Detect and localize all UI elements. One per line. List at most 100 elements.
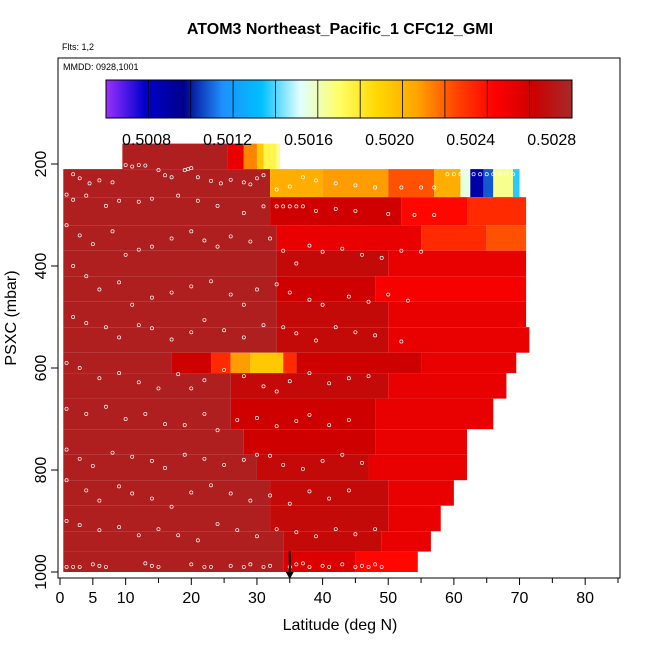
observation-point	[64, 360, 69, 365]
heatmap-cell	[122, 143, 228, 170]
observation-point	[110, 180, 115, 185]
heatmap-cell	[250, 352, 284, 374]
heatmap-cell	[283, 531, 382, 552]
observation-point	[110, 450, 115, 455]
observation-point	[136, 163, 141, 167]
observation-point	[64, 223, 69, 228]
observation-point	[176, 193, 181, 198]
observation-point	[117, 198, 122, 203]
heatmap-cell	[243, 143, 257, 170]
observation-point	[419, 185, 424, 190]
observation-point	[241, 374, 246, 379]
colorbar-tick-labels: 0.5008 0.5012 0.5016 0.5020 0.5024 0.5028	[122, 132, 576, 149]
observation-point	[110, 229, 115, 234]
observation-point	[458, 172, 463, 177]
observation-point	[287, 290, 292, 295]
observation-point	[163, 422, 167, 427]
observation-point	[320, 563, 325, 568]
observation-point	[149, 563, 154, 568]
observation-point	[366, 299, 371, 304]
heatmap-cell	[375, 398, 494, 430]
observation-point	[189, 166, 194, 171]
colorbar-tick-label: 0.5012	[203, 132, 252, 149]
observation-point	[405, 298, 410, 303]
observation-point	[399, 339, 404, 344]
x-axis: 0 5 10 20 30 40 50 60 70 80	[56, 578, 619, 607]
observation-point	[130, 491, 135, 496]
observation-point	[294, 261, 299, 266]
heatmap-cell	[243, 429, 376, 455]
observation-point	[215, 244, 220, 249]
heatmap-cell	[230, 352, 251, 374]
y-tick-label: 1000	[33, 554, 50, 590]
marker-arrowhead	[285, 572, 294, 579]
observation-point	[307, 412, 312, 417]
colorbar	[105, 79, 573, 119]
observation-point	[189, 284, 194, 289]
observation-point	[149, 295, 154, 300]
observation-point	[268, 493, 273, 498]
heatmap-cell	[270, 505, 389, 532]
observation-point	[143, 561, 148, 566]
heatmap-cell	[210, 352, 231, 374]
observation-point	[287, 204, 292, 209]
heatmap-cell	[63, 551, 284, 572]
x-tick-label: 0	[56, 590, 65, 607]
observation-point	[202, 456, 207, 461]
observation-point	[136, 380, 141, 385]
x-tick-label: 80	[576, 590, 594, 607]
observation-point	[314, 178, 318, 183]
observation-point	[149, 244, 154, 249]
heatmap-cell	[63, 250, 277, 277]
observation-point	[228, 292, 233, 297]
observation-point	[97, 178, 102, 183]
observation-point	[261, 173, 266, 178]
observation-point	[346, 294, 351, 299]
observation-point	[156, 564, 161, 569]
observation-point	[176, 533, 181, 538]
observation-point	[274, 424, 279, 429]
observation-point	[169, 236, 174, 241]
heatmap-cell	[401, 197, 468, 226]
observation-point	[478, 172, 483, 177]
observation-point	[77, 366, 82, 370]
y-axis: 200 400 600 800 1000	[33, 151, 58, 590]
heatmap-cell	[421, 225, 487, 251]
observation-point	[84, 488, 89, 493]
observation-point	[202, 238, 207, 243]
observation-point	[182, 452, 187, 457]
observation-point	[222, 462, 227, 467]
observation-point	[117, 525, 122, 530]
observation-point	[241, 335, 246, 340]
observation-point	[346, 488, 351, 493]
observation-point	[353, 330, 358, 335]
observation-point	[189, 562, 194, 567]
heatmap-cell	[283, 352, 297, 374]
observation-point	[366, 374, 371, 379]
observation-point	[333, 206, 338, 211]
heatmap-cell	[63, 169, 271, 198]
observation-point	[281, 462, 286, 467]
observation-point	[333, 527, 338, 532]
y-axis-label: PSXC (mbar)	[3, 270, 20, 365]
heatmap-cell	[263, 143, 277, 170]
observation-point	[314, 208, 318, 213]
observation-point	[202, 411, 207, 416]
observation-point	[274, 527, 279, 532]
observation-point	[241, 564, 246, 569]
heatmap-cell	[388, 327, 530, 353]
observation-point	[104, 203, 108, 208]
observation-point	[327, 496, 332, 501]
observation-point	[71, 172, 76, 177]
observation-point	[90, 463, 95, 468]
heatmap-cell	[368, 454, 468, 481]
observation-point	[202, 564, 207, 569]
observation-point	[64, 447, 69, 452]
observation-point	[307, 564, 312, 569]
observation-point	[241, 302, 246, 307]
observation-point	[228, 177, 233, 182]
heatmap-cell	[512, 169, 520, 198]
observation-point	[169, 290, 174, 295]
observation-point	[484, 172, 489, 177]
observation-point	[346, 418, 351, 422]
